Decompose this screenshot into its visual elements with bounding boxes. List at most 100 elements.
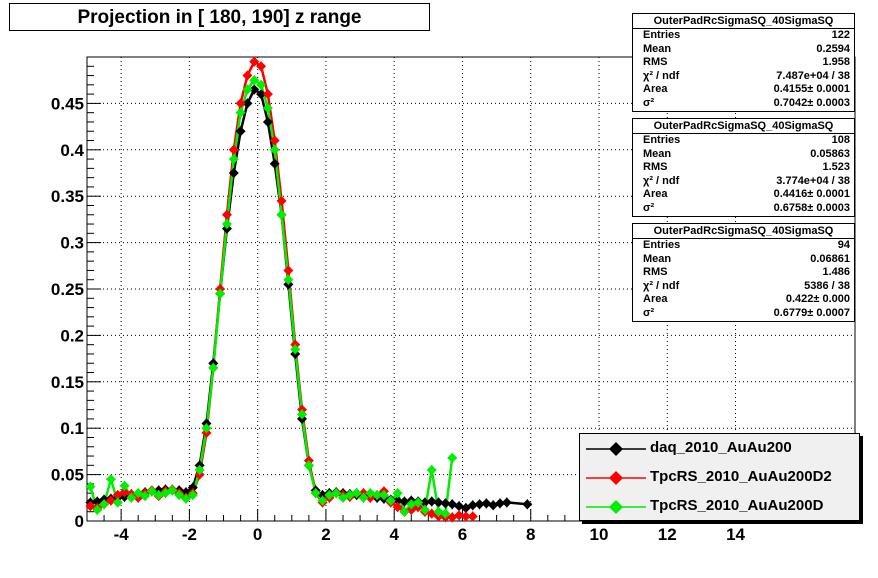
data-point: [276, 209, 287, 220]
stats-key: Entries: [643, 239, 681, 251]
x-tick-label: -2: [182, 525, 197, 544]
legend-label: daq_2010_AuAu200: [650, 439, 792, 456]
data-point: [317, 495, 328, 506]
legend-entry: TpcRS_2010_AuAu200D2: [580, 463, 859, 492]
chart-title: Projection in [ 180, 190] z range: [77, 7, 362, 28]
data-point: [433, 497, 444, 508]
stats-box: OuterPadRcSigmaSQ_40SigmaSQ Entries 94 Mean…: [632, 223, 855, 322]
stats-value: 0.05863: [810, 147, 850, 160]
stats-key: RMS: [643, 161, 668, 174]
data-point: [426, 496, 437, 507]
data-point: [385, 495, 396, 506]
data-point: [228, 144, 239, 155]
y-tick-label: 0.3: [60, 234, 84, 253]
data-point: [262, 116, 273, 127]
y-tick-label: 0.35: [51, 187, 84, 206]
stats-row: χ² / ndf 5386 / 38: [633, 280, 854, 294]
data-point: [167, 485, 178, 496]
data-point: [235, 107, 246, 118]
data-point: [215, 288, 226, 299]
data-point: [249, 84, 260, 95]
stats-row: Entries 108: [633, 134, 854, 148]
stats-value: 122: [831, 29, 850, 41]
data-point: [372, 490, 383, 501]
legend-entry: daq_2010_AuAu200: [580, 434, 859, 463]
stats-value: 94: [837, 239, 850, 251]
data-point: [235, 126, 246, 137]
data-point: [105, 474, 116, 485]
stats-key: Area: [643, 83, 668, 96]
stats-value: 1.523: [822, 161, 850, 174]
stats-value: 0.422± 0.000: [785, 293, 850, 306]
y-tick-label: 0: [75, 512, 84, 531]
data-point: [85, 481, 96, 492]
data-point: [440, 508, 451, 519]
data-point: [242, 84, 253, 95]
y-tick-label: 0.05: [51, 466, 84, 485]
legend-label: TpcRS_2010_AuAu200D: [650, 497, 824, 514]
stats-value: 7.487e+04 / 38: [776, 69, 850, 82]
stats-key: Mean: [643, 147, 672, 160]
data-point: [256, 79, 267, 90]
stats-key: Entries: [643, 29, 681, 41]
data-point: [228, 154, 239, 165]
legend-marker-icon: [586, 500, 646, 514]
stats-row: σ² 0.6758± 0.0003: [633, 202, 854, 216]
data-point: [303, 460, 314, 471]
y-tick-label: 0.2: [60, 326, 84, 345]
data-point: [276, 195, 287, 206]
legend: daq_2010_AuAu200 TpcRS_2010_AuAu200D2 Tp…: [579, 433, 860, 521]
stats-row: Mean 0.2594: [633, 43, 854, 57]
data-point: [99, 499, 110, 510]
data-point: [419, 497, 430, 508]
stats-key: σ²: [643, 201, 655, 214]
stats-key: Area: [643, 188, 668, 201]
x-tick-label: 10: [590, 525, 609, 544]
data-point: [187, 482, 198, 493]
stats-row: RMS 1.958: [633, 56, 854, 70]
x-tick-label: 14: [726, 525, 745, 544]
stats-row: Area 0.4155± 0.0001: [633, 83, 854, 97]
chart-title-box: Projection in [ 180, 190] z range: [9, 3, 430, 31]
stats-value: 108: [831, 134, 850, 146]
y-tick-label: 0.45: [51, 94, 84, 113]
x-tick-label: 0: [253, 525, 262, 544]
stats-box-title: OuterPadRcSigmaSQ_40SigmaSQ: [633, 224, 854, 239]
data-point: [467, 500, 478, 511]
data-point: [419, 504, 430, 515]
x-tick-label: 12: [658, 525, 677, 544]
x-tick-label: 4: [389, 525, 399, 544]
data-point: [221, 209, 232, 220]
stats-box-title: OuterPadRcSigmaSQ_40SigmaSQ: [633, 14, 854, 29]
stats-key: Entries: [643, 134, 681, 146]
data-point: [262, 103, 273, 114]
stats-value: 0.6779± 0.0007: [773, 306, 850, 319]
stats-value: 0.06861: [810, 252, 850, 265]
data-point: [242, 70, 253, 81]
data-point: [460, 511, 471, 522]
stats-key: σ²: [643, 306, 655, 319]
data-point: [413, 497, 424, 508]
data-point: [256, 61, 267, 72]
data-point: [235, 98, 246, 109]
data-point: [501, 497, 512, 508]
data-point: [399, 506, 410, 517]
data-point: [126, 492, 137, 503]
data-point: [112, 497, 123, 508]
data-point: [495, 498, 506, 509]
x-tick-label: 2: [321, 525, 330, 544]
data-point: [392, 502, 403, 513]
data-point: [180, 493, 191, 504]
stats-row: χ² / ndf 3.774e+04 / 38: [633, 175, 854, 189]
data-point: [310, 488, 321, 499]
data-point: [228, 168, 239, 178]
data-point: [426, 464, 437, 475]
data-point: [194, 464, 205, 475]
stats-key: Mean: [643, 252, 672, 265]
y-tick-label: 0.1: [60, 419, 84, 438]
data-point: [201, 423, 212, 434]
data-point: [269, 135, 280, 146]
stats-value: 0.7042± 0.0003: [773, 96, 850, 109]
data-point: [474, 499, 485, 510]
stats-value: 1.958: [822, 56, 850, 69]
